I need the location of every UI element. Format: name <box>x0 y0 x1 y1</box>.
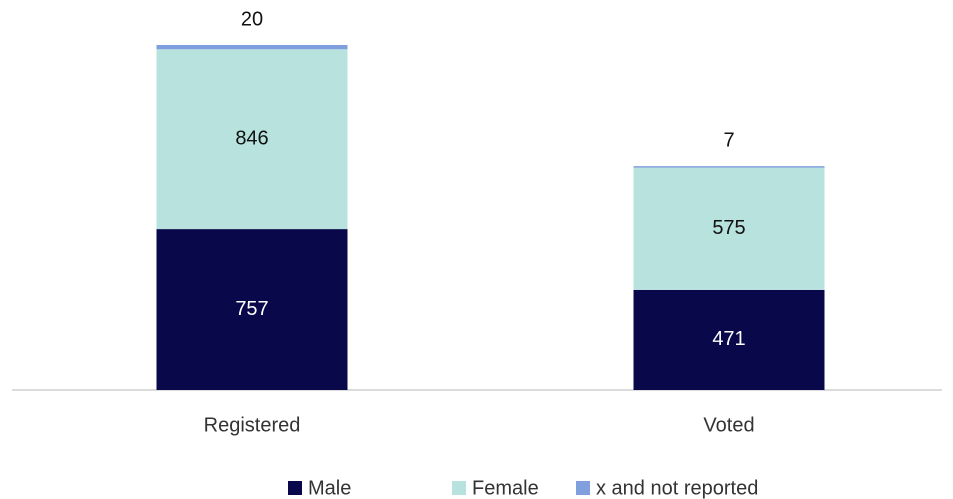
bar-segment <box>633 166 825 168</box>
data-label: 7 <box>723 129 734 151</box>
data-label: 471 <box>712 328 745 350</box>
data-label: 575 <box>712 217 745 239</box>
x-tick-label: Voted <box>703 414 754 436</box>
x-tick-label: Registered <box>204 414 301 436</box>
legend-label: Male <box>308 477 351 499</box>
legend-label: Female <box>472 477 539 499</box>
bar-segment <box>633 289 825 390</box>
data-label: 20 <box>241 8 263 30</box>
legend-label: x and not reported <box>596 477 758 499</box>
bar-segment <box>156 49 348 230</box>
bar-segment <box>156 229 348 390</box>
bar-segment <box>633 167 825 290</box>
bar-segment <box>156 45 348 50</box>
data-label: 757 <box>235 298 268 320</box>
legend-swatch <box>576 481 590 495</box>
legend-swatch <box>452 481 466 495</box>
data-label: 846 <box>235 127 268 149</box>
legend-swatch <box>288 481 302 495</box>
